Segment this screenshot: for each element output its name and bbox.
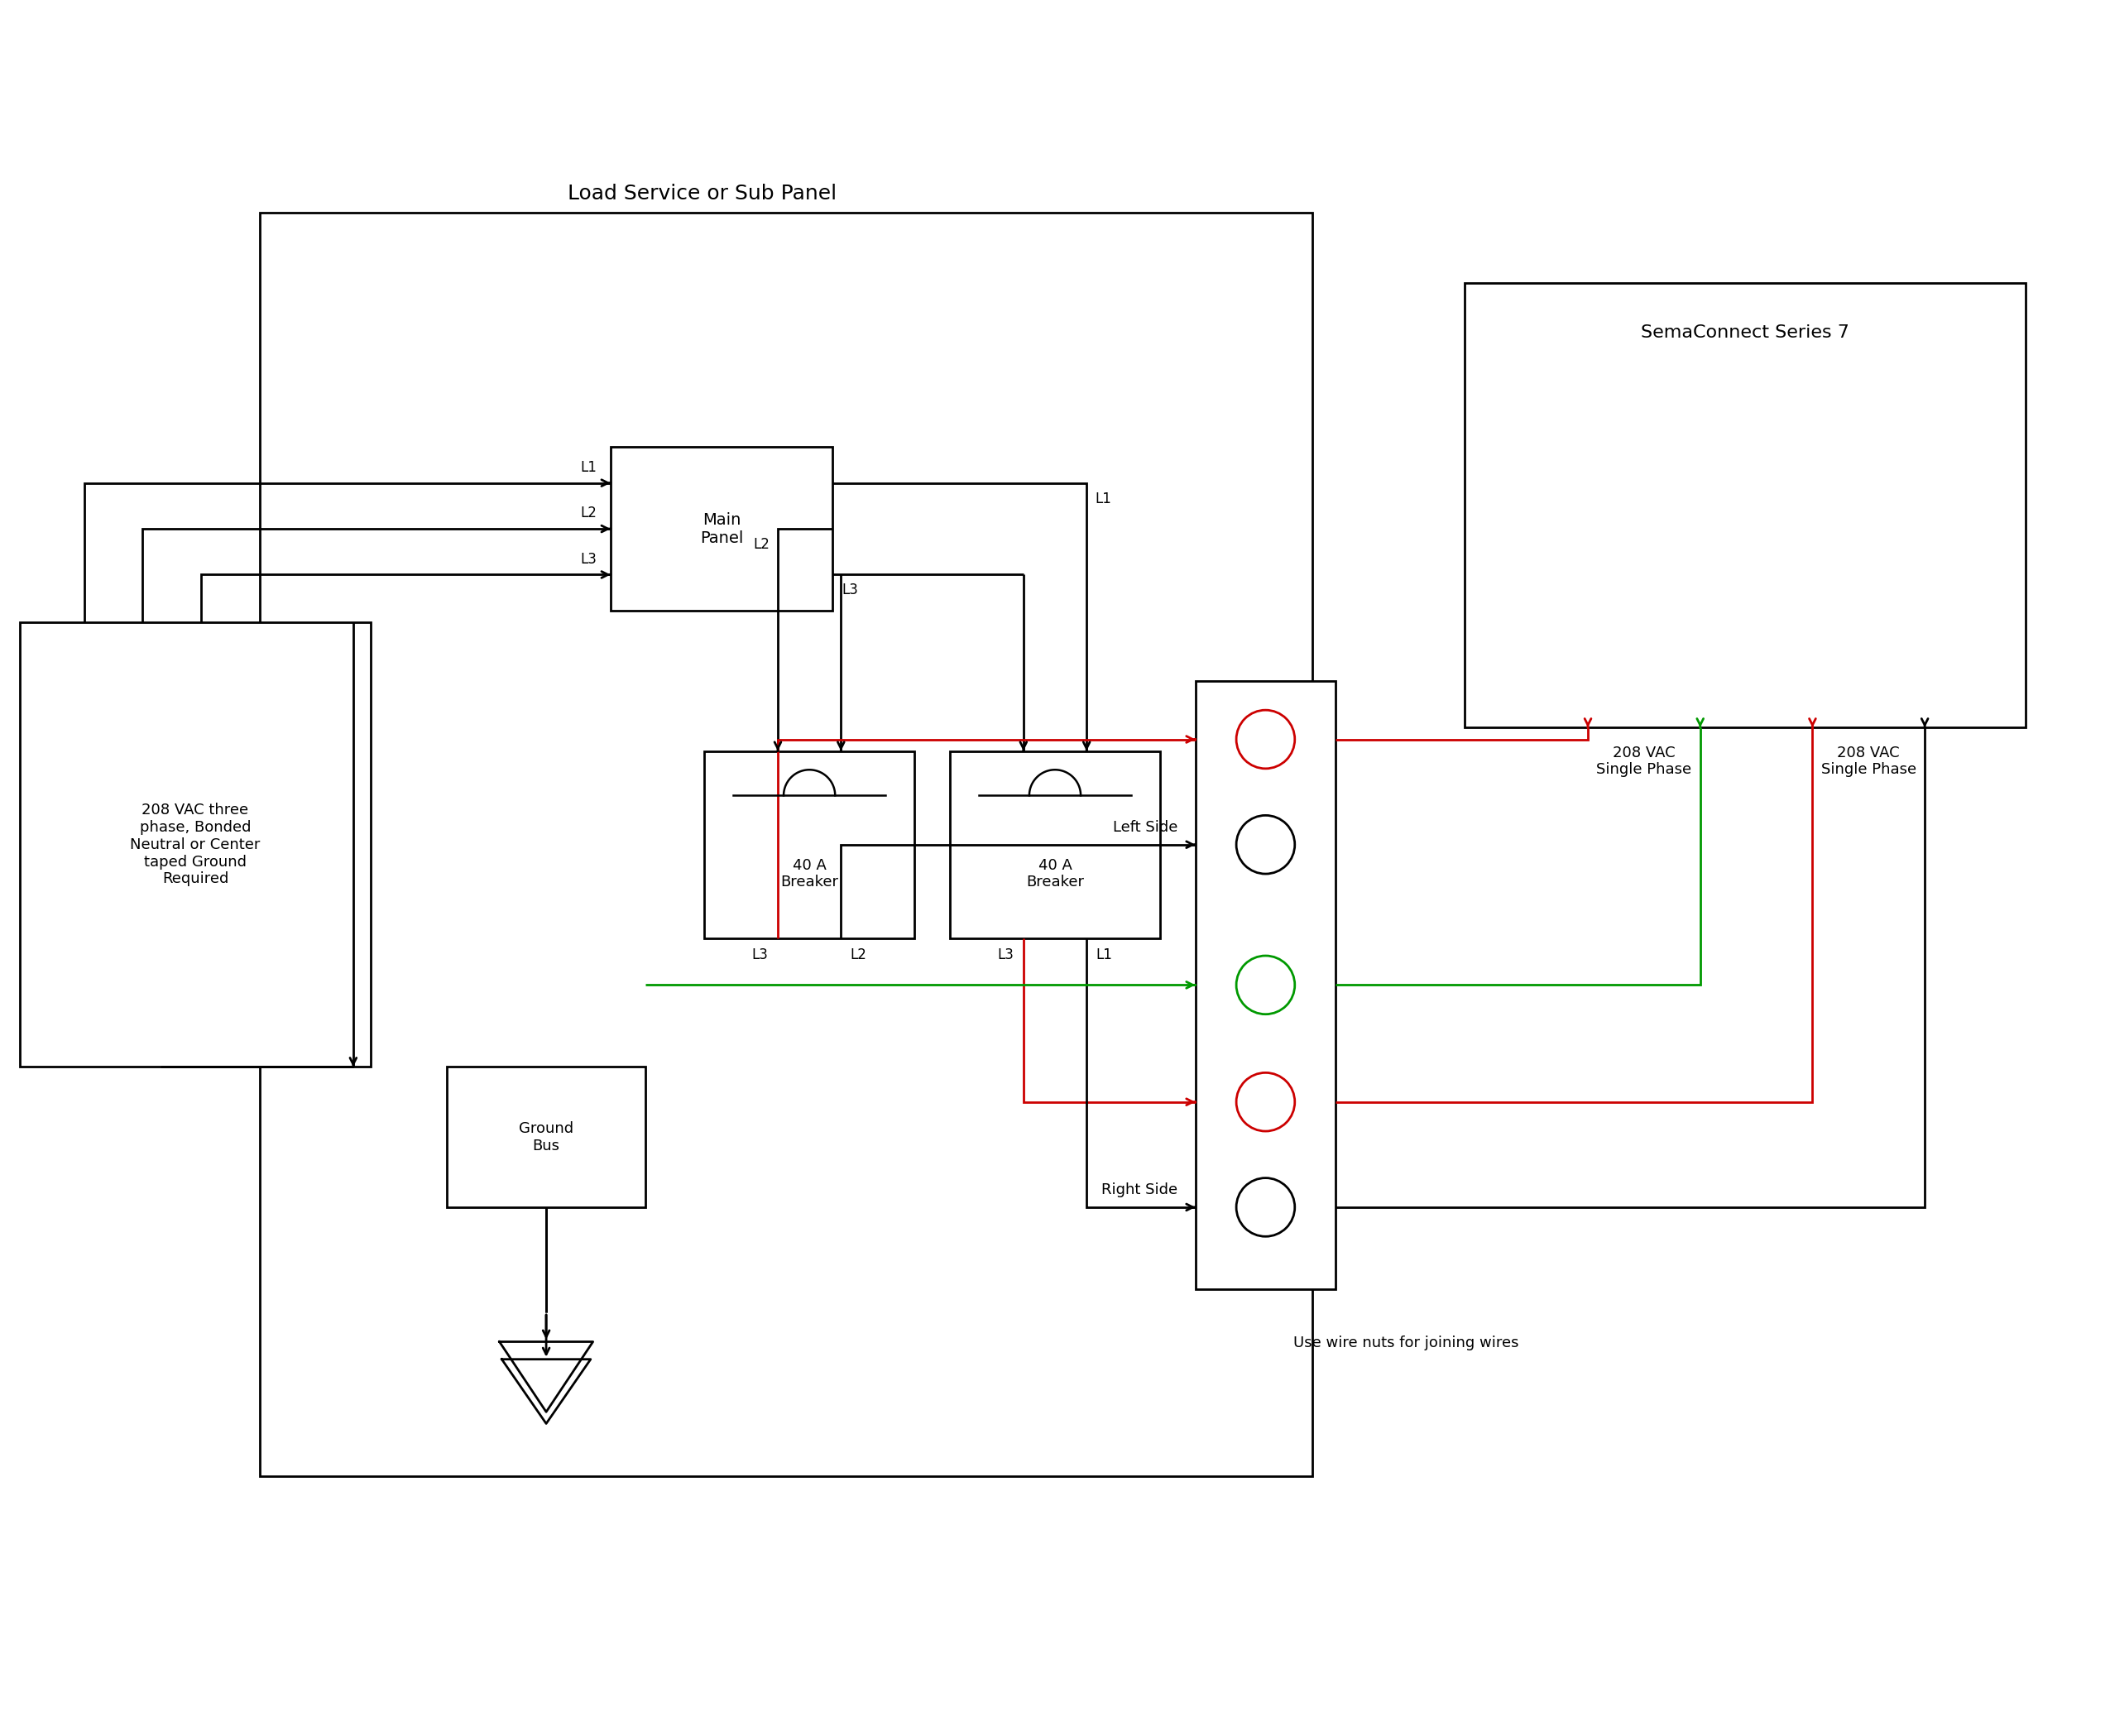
Circle shape bbox=[1236, 1179, 1296, 1236]
Circle shape bbox=[1236, 816, 1296, 873]
Text: L2: L2 bbox=[850, 948, 867, 962]
Bar bbox=[260, 214, 1312, 1476]
Text: 40 A
Breaker: 40 A Breaker bbox=[1025, 858, 1085, 891]
Bar bbox=[447, 1068, 646, 1207]
Bar bbox=[610, 446, 833, 611]
Bar bbox=[949, 752, 1160, 937]
Bar bbox=[1196, 681, 1336, 1290]
Text: L1: L1 bbox=[1095, 491, 1112, 505]
Text: L3: L3 bbox=[580, 552, 597, 566]
Text: L1: L1 bbox=[580, 460, 597, 474]
Text: L3: L3 bbox=[998, 948, 1015, 962]
Text: 208 VAC
Single Phase: 208 VAC Single Phase bbox=[1597, 745, 1692, 778]
Circle shape bbox=[1236, 1073, 1296, 1132]
Text: Left Side: Left Side bbox=[1112, 819, 1177, 835]
Text: SemaConnect Series 7: SemaConnect Series 7 bbox=[1642, 325, 1848, 340]
Text: L2: L2 bbox=[753, 536, 770, 552]
Text: Main
Panel: Main Panel bbox=[701, 512, 743, 545]
Circle shape bbox=[1236, 957, 1296, 1014]
Bar bbox=[1464, 283, 2026, 727]
Text: L2: L2 bbox=[580, 505, 597, 521]
Text: 208 VAC three
phase, Bonded
Neutral or Center
taped Ground
Required: 208 VAC three phase, Bonded Neutral or C… bbox=[131, 802, 260, 887]
Bar bbox=[705, 752, 914, 937]
Text: L1: L1 bbox=[1095, 948, 1112, 962]
Bar bbox=[19, 623, 371, 1068]
Text: 208 VAC
Single Phase: 208 VAC Single Phase bbox=[1821, 745, 1916, 778]
Text: L3: L3 bbox=[751, 948, 768, 962]
Text: Load Service or Sub Panel: Load Service or Sub Panel bbox=[568, 184, 836, 203]
Text: Right Side: Right Side bbox=[1101, 1182, 1177, 1198]
Circle shape bbox=[1236, 710, 1296, 769]
Text: Use wire nuts for joining wires: Use wire nuts for joining wires bbox=[1293, 1337, 1519, 1351]
Text: L3: L3 bbox=[842, 583, 859, 597]
Text: 40 A
Breaker: 40 A Breaker bbox=[781, 858, 838, 891]
Text: Ground
Bus: Ground Bus bbox=[519, 1121, 574, 1153]
